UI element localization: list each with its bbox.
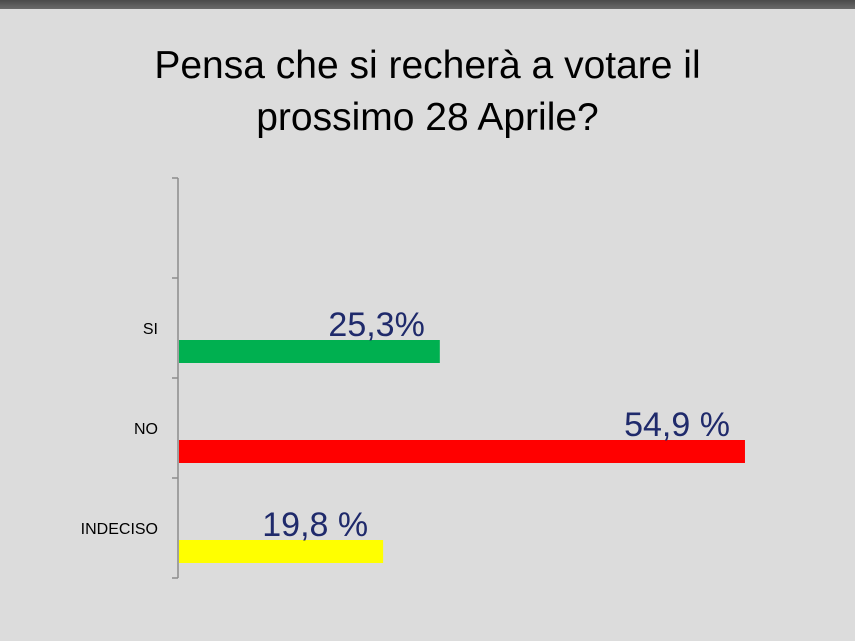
category-label-no: NO	[134, 421, 158, 438]
category-label-indeciso: INDECISO	[81, 521, 158, 538]
chart-title: Pensa che si recherà a votare il prossim…	[0, 40, 855, 144]
chart-title-line-2: prossimo 28 Aprile?	[256, 96, 599, 139]
value-label-si: 25,3%	[328, 306, 424, 344]
chart-title-line-1: Pensa che si recherà a votare il	[154, 44, 701, 87]
category-label-si: SI	[143, 321, 158, 338]
value-label-indeciso: 19,8 %	[262, 506, 368, 544]
value-label-no: 54,9 %	[624, 406, 730, 444]
top-bar	[0, 0, 855, 9]
bar-si	[179, 340, 440, 363]
bar-no	[179, 440, 745, 463]
bar-indeciso	[179, 540, 384, 563]
